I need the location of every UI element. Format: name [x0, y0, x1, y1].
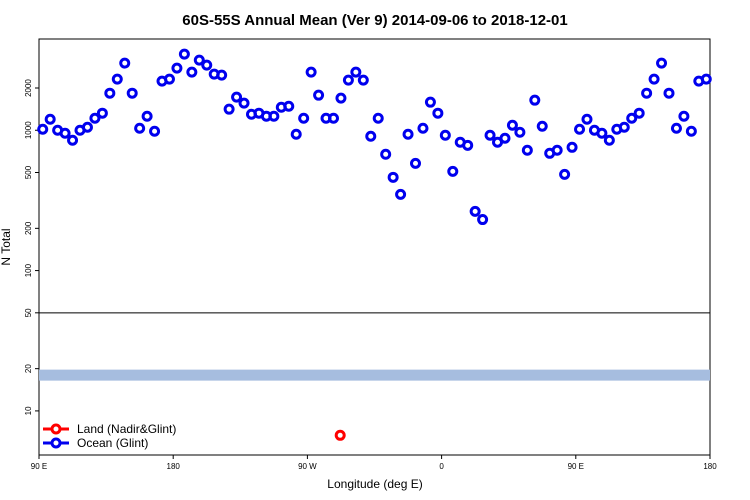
data-point: [581, 113, 593, 125]
data-point: [551, 144, 563, 156]
data-point: [596, 127, 608, 139]
y-tick-label: 50: [24, 308, 33, 317]
data-point: [499, 132, 511, 144]
data-point: [574, 123, 586, 135]
data-point: [201, 59, 213, 71]
data-point: [141, 110, 153, 122]
data-point: [335, 92, 347, 104]
data-point: [334, 429, 346, 441]
data-point: [469, 205, 481, 217]
data-point: [417, 122, 429, 134]
y-tick-label: 1000: [24, 121, 33, 139]
data-point: [387, 171, 399, 183]
data-point: [663, 87, 675, 99]
data-point: [462, 139, 474, 151]
data-point: [424, 96, 436, 108]
data-point: [283, 100, 295, 112]
data-point: [342, 74, 354, 86]
data-point: [193, 54, 205, 66]
y-tick-label: 500: [24, 165, 33, 179]
legend-marker: [50, 423, 62, 435]
data-point: [327, 112, 339, 124]
x-tick-label: 90 E: [568, 462, 584, 471]
data-point: [603, 134, 615, 146]
data-point: [231, 91, 243, 103]
data-point: [350, 66, 362, 78]
x-tick-label: 180: [703, 462, 717, 471]
data-point: [89, 112, 101, 124]
data-point: [402, 128, 414, 140]
data-point: [119, 57, 131, 69]
data-point: [484, 129, 496, 141]
data-point: [44, 113, 56, 125]
data-point: [656, 57, 668, 69]
x-axis-label: Longitude (deg E): [327, 477, 422, 491]
data-point: [447, 165, 459, 177]
data-point: [641, 87, 653, 99]
data-point: [626, 112, 638, 124]
y-tick-label: 200: [24, 221, 33, 235]
data-point: [648, 73, 660, 85]
data-point: [357, 74, 369, 86]
data-point: [268, 110, 280, 122]
data-point: [171, 62, 183, 74]
data-point: [223, 103, 235, 115]
data-point: [186, 66, 198, 78]
data-point: [163, 73, 175, 85]
y-tick-label: 10: [24, 406, 33, 415]
data-point: [126, 87, 138, 99]
data-point: [81, 121, 93, 133]
data-point: [380, 148, 392, 160]
data-point: [238, 97, 250, 109]
data-point: [477, 214, 489, 226]
data-point: [298, 112, 310, 124]
data-point: [104, 87, 116, 99]
y-tick-label: 20: [24, 364, 33, 373]
data-point: [566, 141, 578, 153]
data-point: [365, 130, 377, 142]
x-tick-label: 90 W: [298, 462, 317, 471]
data-point: [305, 66, 317, 78]
data-point: [514, 126, 526, 138]
data-point: [395, 188, 407, 200]
chart-title: 60S-55S Annual Mean (Ver 9) 2014-09-06 t…: [182, 12, 567, 29]
y-axis-label: N Total: [0, 228, 13, 265]
y-tick-label: 100: [24, 263, 33, 277]
data-point: [67, 134, 79, 146]
data-point: [439, 129, 451, 141]
data-point: [618, 121, 630, 133]
data-point: [678, 110, 690, 122]
plot-frame: [38, 38, 711, 456]
data-point: [536, 120, 548, 132]
data-point: [290, 128, 302, 140]
x-tick-label: 0: [439, 462, 444, 471]
legend-marker: [50, 437, 62, 449]
x-tick-label: 180: [167, 462, 181, 471]
data-point: [59, 127, 71, 139]
x-tick-label: 90 E: [31, 462, 47, 471]
data-point: [670, 122, 682, 134]
y-tick-label: 2000: [24, 79, 33, 97]
data-point: [313, 89, 325, 101]
data-point: [216, 69, 228, 81]
data-point: [529, 94, 541, 106]
data-point: [559, 168, 571, 180]
data-point: [149, 125, 161, 137]
data-point: [372, 112, 384, 124]
data-point: [521, 144, 533, 156]
data-point: [633, 107, 645, 119]
data-point: [410, 157, 422, 169]
data-point: [685, 125, 697, 137]
data-point: [432, 107, 444, 119]
data-point: [134, 122, 146, 134]
legend-label: Ocean (Glint): [77, 436, 148, 450]
data-point: [506, 119, 518, 131]
data-point: [178, 48, 190, 60]
data-point: [111, 73, 123, 85]
data-point: [37, 123, 49, 135]
data-point: [96, 107, 108, 119]
data-point: [700, 73, 712, 85]
legend-label: Land (Nadir&Glint): [77, 422, 176, 436]
